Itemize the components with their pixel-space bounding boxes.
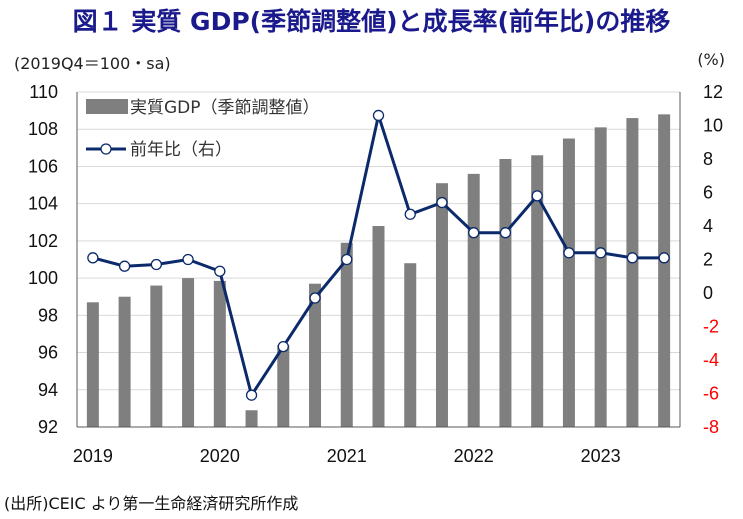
right-tick-label: 6 xyxy=(703,183,713,203)
gdp-bar xyxy=(182,278,195,427)
gdp-bar xyxy=(562,138,575,427)
x-tick-label: 2020 xyxy=(200,446,240,466)
gdp-bar xyxy=(118,296,131,427)
yoy-point xyxy=(341,253,353,266)
left-tick-label: 110 xyxy=(29,82,58,102)
yoy-point xyxy=(277,340,289,353)
legend-yoy-label: 前年比（右） xyxy=(130,140,232,160)
yoy-point xyxy=(626,252,639,264)
source-note: (出所)CEIC より第一生命経済研究所作成 xyxy=(4,494,299,513)
gdp-bar xyxy=(658,114,671,427)
yoy-point xyxy=(372,109,385,122)
right-tick-label: 2 xyxy=(703,250,713,270)
left-tick-label: 104 xyxy=(28,194,58,214)
left-tick-label: 94 xyxy=(38,380,58,400)
yoy-point xyxy=(150,258,162,271)
yoy-point xyxy=(182,253,194,266)
legend-line-marker xyxy=(100,143,112,155)
gdp-bar xyxy=(245,410,258,427)
left-tick-label: 98 xyxy=(38,305,58,325)
gdp-bar xyxy=(626,118,639,428)
right-tick-label: 12 xyxy=(703,82,723,102)
yoy-point xyxy=(436,196,448,209)
yoy-point xyxy=(658,252,670,264)
left-tick-label: 106 xyxy=(28,156,58,176)
right-tick-label: -2 xyxy=(703,317,719,337)
left-tick-label: 102 xyxy=(28,231,58,251)
right-tick-label: 8 xyxy=(703,149,713,169)
gdp-bar xyxy=(372,226,385,427)
x-tick-label: 2021 xyxy=(327,446,367,466)
left-tick-label: 100 xyxy=(28,268,58,288)
yoy-point xyxy=(531,190,543,202)
right-axis-unit: (%) xyxy=(697,50,725,69)
gdp-bar xyxy=(594,127,607,427)
gdp-bar xyxy=(467,173,480,427)
gdp-bar xyxy=(277,345,290,427)
yoy-point xyxy=(118,260,131,272)
yoy-point xyxy=(214,265,226,277)
gdp-bar xyxy=(150,285,163,427)
right-tick-label: 0 xyxy=(703,283,713,303)
chart-title: 図１ 実質 GDP(季節調整値)と成長率(前年比)の推移 xyxy=(72,7,671,36)
yoy-point xyxy=(499,227,512,239)
gdp-bar xyxy=(499,159,512,427)
yoy-point xyxy=(245,389,258,401)
left-tick-label: 96 xyxy=(38,343,58,363)
right-tick-label: -4 xyxy=(703,350,719,370)
x-tick-label: 2023 xyxy=(581,446,621,466)
left-tick-label: 108 xyxy=(28,119,58,139)
yoy-point xyxy=(595,247,607,259)
left-tick-label: 92 xyxy=(38,417,58,437)
yoy-point xyxy=(309,292,321,304)
right-tick-label: 4 xyxy=(703,216,713,236)
gdp-bar xyxy=(531,155,544,427)
legend-bar-swatch xyxy=(86,99,128,114)
right-tick-label: -8 xyxy=(703,417,719,437)
gdp-bar xyxy=(404,263,417,427)
right-tick-label: 10 xyxy=(703,116,723,136)
gdp-bar xyxy=(213,280,226,427)
legend-gdp-label: 実質GDP（季節調整値） xyxy=(130,98,320,118)
gdp-bar xyxy=(435,183,448,427)
gdp-bar xyxy=(340,242,353,427)
yoy-point xyxy=(563,247,575,259)
yoy-point xyxy=(404,208,416,220)
gdp-bar xyxy=(309,283,322,427)
right-tick-label: -6 xyxy=(703,384,719,404)
yoy-point xyxy=(468,227,480,239)
yoy-point xyxy=(87,252,99,264)
x-tick-label: 2022 xyxy=(454,446,494,466)
left-axis-unit: (2019Q4＝100・sa) xyxy=(14,54,171,73)
x-tick-label: 2019 xyxy=(73,446,113,466)
gdp-bar xyxy=(86,302,99,427)
